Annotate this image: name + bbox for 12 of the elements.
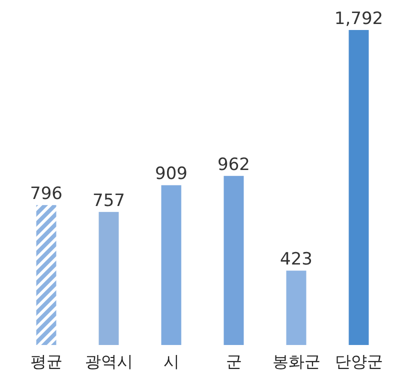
data-label: 962 <box>218 154 250 175</box>
data-label: 1,792 <box>334 9 384 29</box>
data-label: 423 <box>280 250 312 270</box>
data-label: 757 <box>92 190 125 211</box>
x-tick-label: 시 <box>163 352 180 371</box>
x-tick-label: 평균 <box>30 352 62 371</box>
x-tick-label: 단양군 <box>334 352 383 371</box>
x-tick-label: 봉화군 <box>272 352 320 371</box>
x-tick-label: 군 <box>226 352 242 371</box>
data-label: 796 <box>30 184 62 204</box>
x-tick-label: 광역시 <box>84 352 133 371</box>
data-label: 909 <box>155 164 188 184</box>
